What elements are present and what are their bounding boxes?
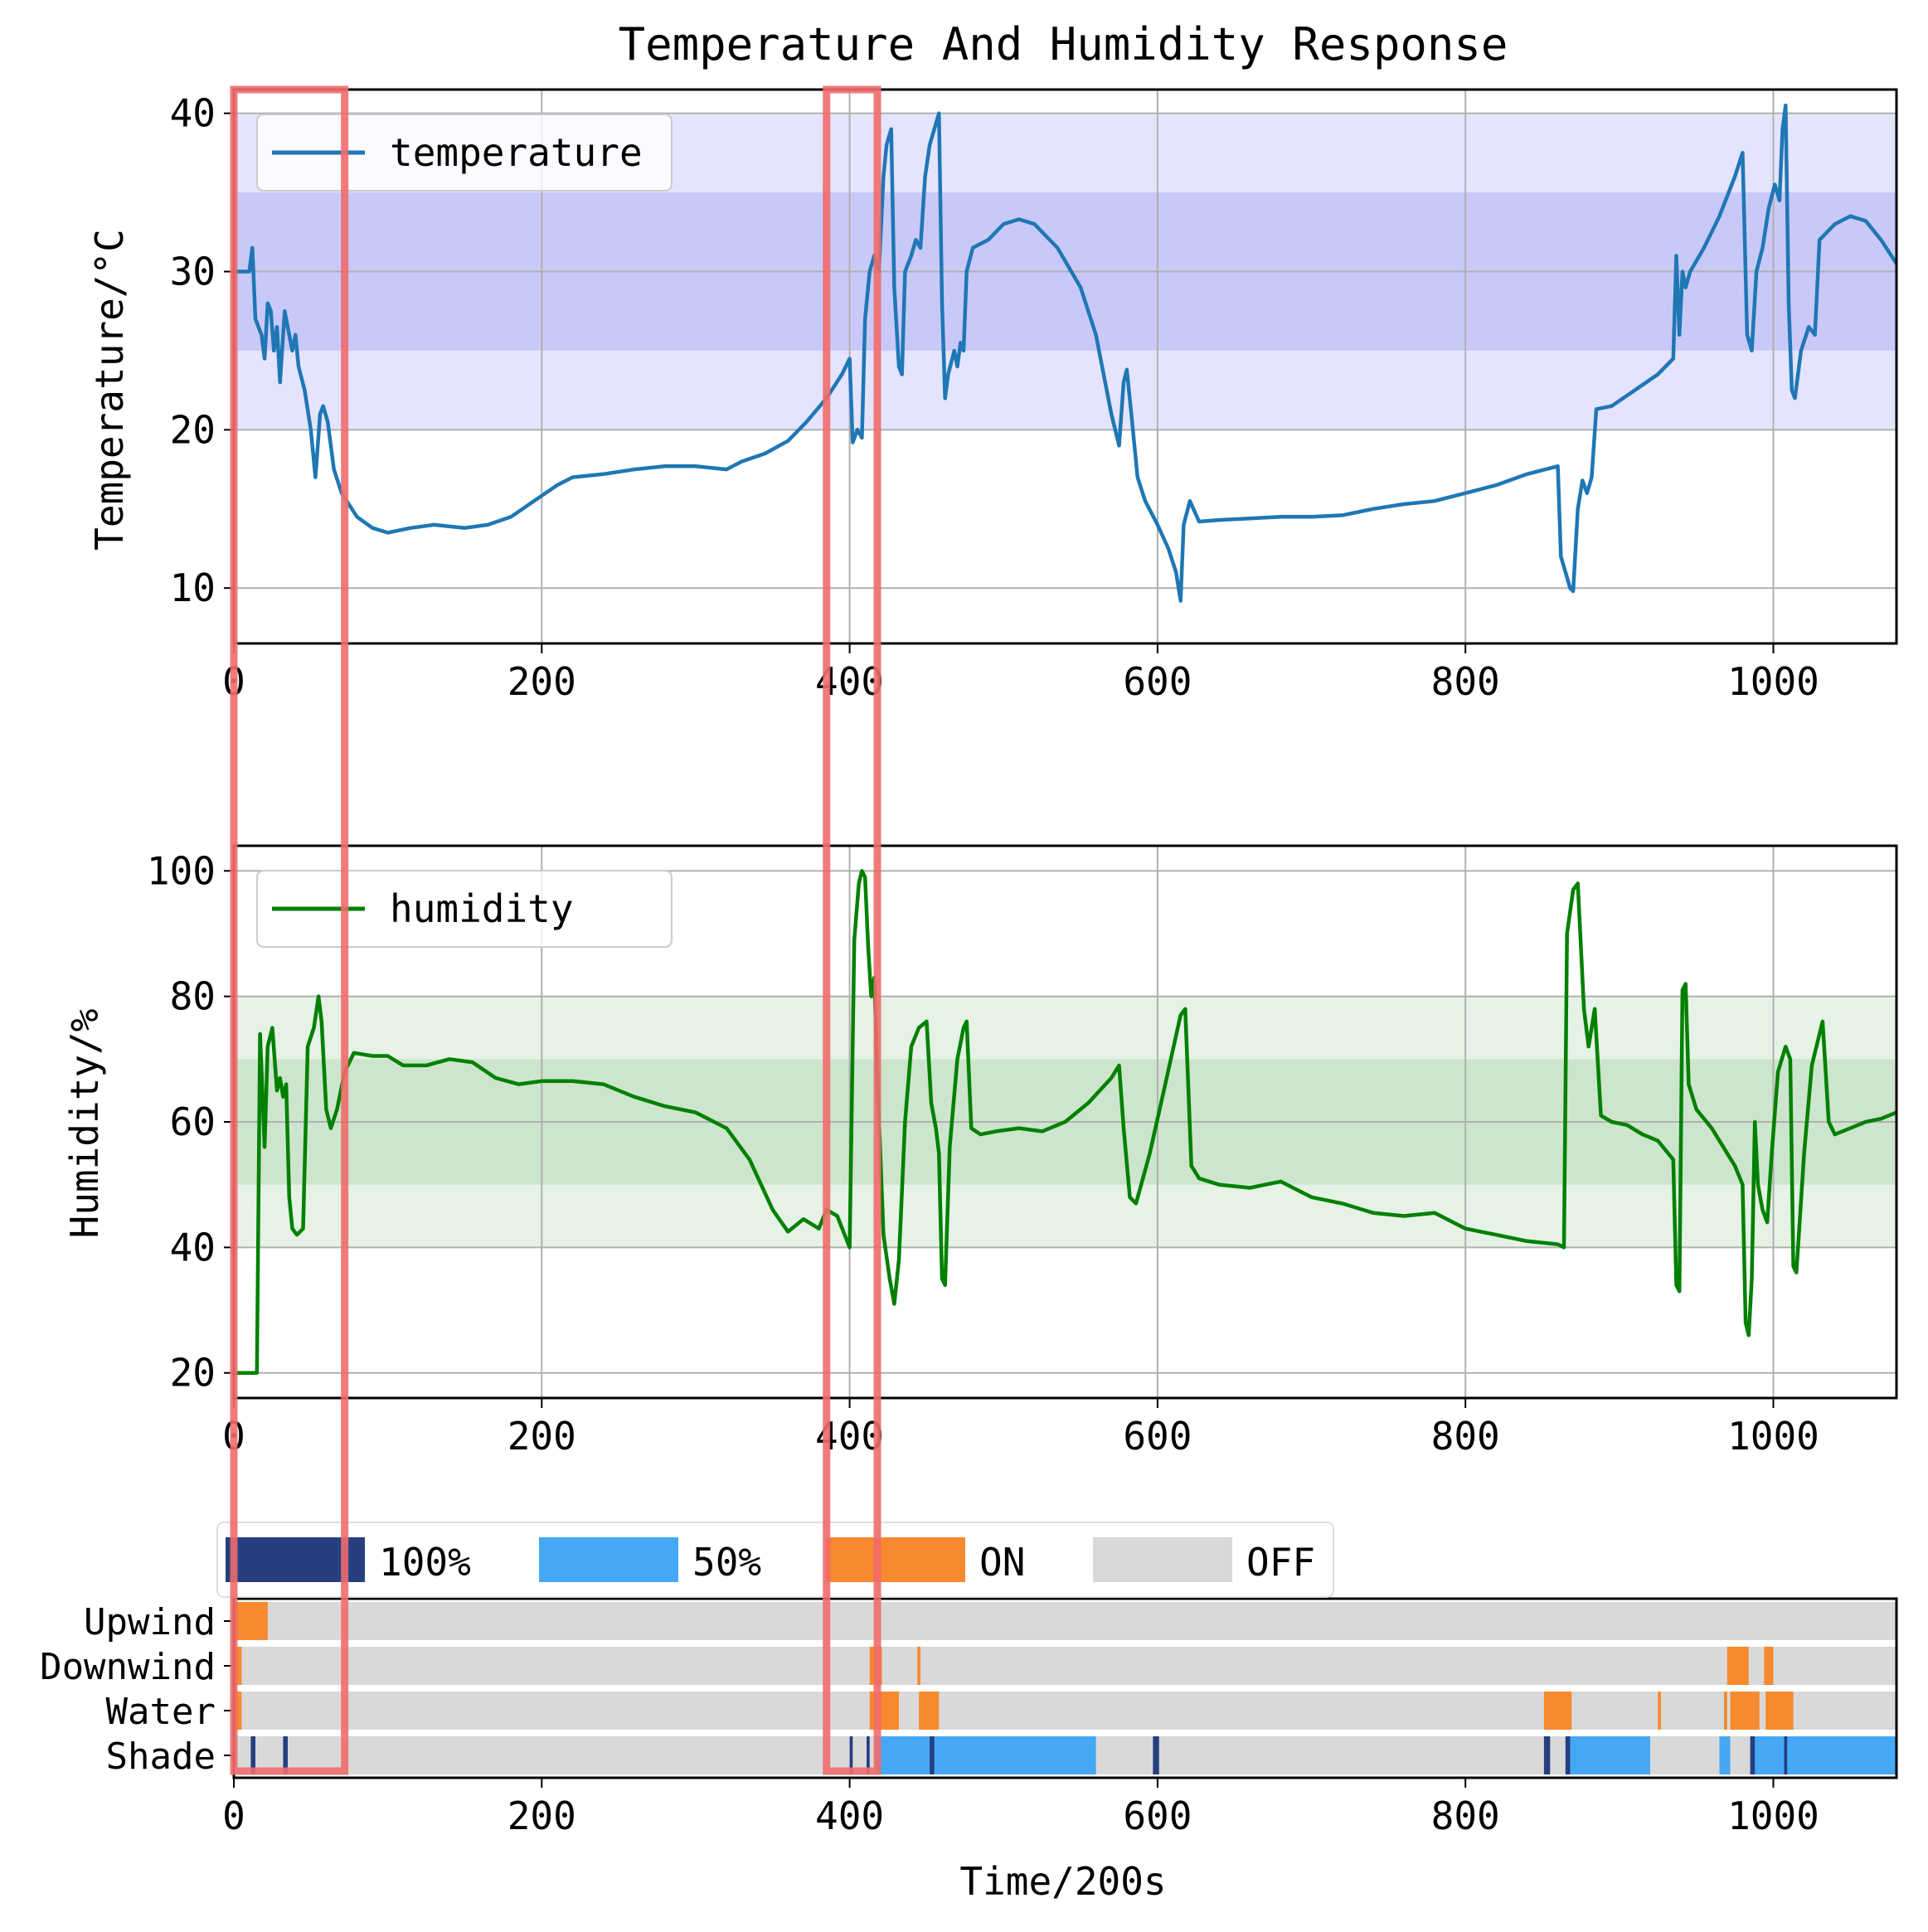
actuator-segment-shade-full xyxy=(1784,1736,1788,1774)
actuator-segment-shade-full xyxy=(1565,1736,1571,1774)
temperature-y-tick-label: 10 xyxy=(170,566,216,610)
actuator-segment-shade-half xyxy=(1719,1736,1731,1774)
temperature-x-tick-label: 800 xyxy=(1431,659,1500,704)
highlight-windows xyxy=(230,85,881,1775)
humidity-legend-label: humidity xyxy=(390,886,574,931)
actuator-segment-shade-half xyxy=(1750,1736,1896,1774)
highlight-window-2 xyxy=(823,85,881,1775)
actuator-row-label: Shade xyxy=(106,1735,216,1778)
humidity-y-tick-label: 100 xyxy=(147,848,216,893)
temperature-y-tick-label: 30 xyxy=(170,249,216,294)
state-legend-label-full: 100% xyxy=(379,1540,471,1585)
actuator-x-tick-label: 200 xyxy=(507,1794,576,1838)
actuator-segment-water-on xyxy=(1730,1692,1760,1730)
state-legend-swatch-off xyxy=(1093,1537,1232,1582)
actuator-x-tick-label: 0 xyxy=(222,1794,245,1838)
temperature-x-tick-label: 200 xyxy=(507,659,576,704)
state-legend-swatch-on xyxy=(826,1537,965,1582)
actuator-row-off-upwind xyxy=(234,1602,1896,1640)
state-legend-swatch-half xyxy=(539,1537,678,1582)
state-legend-label-half: 50% xyxy=(692,1540,761,1585)
temperature-y-axis-label: Temperature/°C xyxy=(87,229,132,551)
actuator-segment-downwind-on xyxy=(917,1647,920,1685)
actuator-row-off-water xyxy=(234,1692,1896,1730)
temperature-x-tick-label: 600 xyxy=(1123,659,1192,704)
actuator-row-label: Water xyxy=(106,1691,216,1733)
state-legend-label-off: OFF xyxy=(1246,1540,1315,1585)
actuator-row-label: Downwind xyxy=(40,1646,216,1688)
actuator-segment-shade-half xyxy=(1565,1736,1650,1774)
actuator-segment-shade-full xyxy=(930,1736,935,1774)
actuator-row-off-downwind xyxy=(234,1647,1896,1685)
actuator-segment-water-on xyxy=(1724,1692,1727,1730)
actuator-segment-water-on xyxy=(919,1692,940,1730)
humidity-y-tick-label: 20 xyxy=(170,1351,216,1396)
actuator-segment-shade-full xyxy=(849,1736,853,1774)
temperature-y-tick-label: 40 xyxy=(170,91,216,136)
actuator-segment-shade-full xyxy=(1543,1736,1551,1774)
humidity-y-tick-label: 40 xyxy=(170,1225,216,1269)
actuator-segment-downwind-on xyxy=(234,1647,242,1685)
temperature-legend-label: temperature xyxy=(390,130,643,175)
actuator-segment-water-on xyxy=(234,1692,242,1730)
actuator-segment-water-on xyxy=(1765,1692,1794,1730)
actuator-segment-shade-full xyxy=(250,1736,255,1774)
humidity-y-axis-label: Humidity/% xyxy=(62,1009,107,1239)
temperature-series-line xyxy=(234,103,1898,603)
actuator-x-tick-label: 400 xyxy=(815,1794,884,1838)
temperature-legend-box xyxy=(256,114,673,192)
state-legend-box xyxy=(216,1522,1334,1598)
temperature-y-tick-label: 20 xyxy=(170,407,216,452)
humidity-legend-box xyxy=(256,870,673,948)
temperature-x-tick-label: 1000 xyxy=(1727,659,1819,704)
humidity-y-tick-label: 80 xyxy=(170,974,216,1019)
humidity-y-tick-label: 60 xyxy=(170,1099,216,1144)
chart-title: Temperature And Humidity Response xyxy=(619,18,1508,70)
humidity-x-tick-label: 1000 xyxy=(1727,1414,1819,1459)
actuator-segment-downwind-on xyxy=(1764,1647,1774,1685)
highlight-window-1 xyxy=(230,85,349,1775)
x-axis-label: Time/200s xyxy=(959,1859,1166,1904)
humidity-x-tick-label: 600 xyxy=(1123,1414,1192,1459)
humidity-x-tick-label: 200 xyxy=(507,1414,576,1459)
actuator-segment-downwind-on xyxy=(1726,1647,1749,1685)
humidity-x-tick-label: 800 xyxy=(1431,1414,1500,1459)
actuator-x-tick-label: 600 xyxy=(1123,1794,1192,1838)
actuator-segment-water-on xyxy=(1543,1692,1572,1730)
actuator-segment-shade-full xyxy=(1750,1736,1756,1774)
actuator-row-label: Upwind xyxy=(84,1601,216,1643)
actuator-segment-shade-full xyxy=(1153,1736,1159,1774)
humidity-series-line xyxy=(234,869,1897,1375)
actuator-segment-upwind-on xyxy=(234,1602,268,1640)
actuator-segment-shade-half xyxy=(876,1736,1096,1774)
actuator-segment-shade-full xyxy=(283,1736,288,1774)
actuator-segment-water-on xyxy=(1658,1692,1661,1730)
actuator-x-tick-label: 800 xyxy=(1431,1794,1500,1838)
actuator-segment-shade-full xyxy=(867,1736,870,1774)
state-legend-label-on: ON xyxy=(979,1540,1025,1585)
actuator-x-tick-label: 1000 xyxy=(1727,1794,1819,1838)
